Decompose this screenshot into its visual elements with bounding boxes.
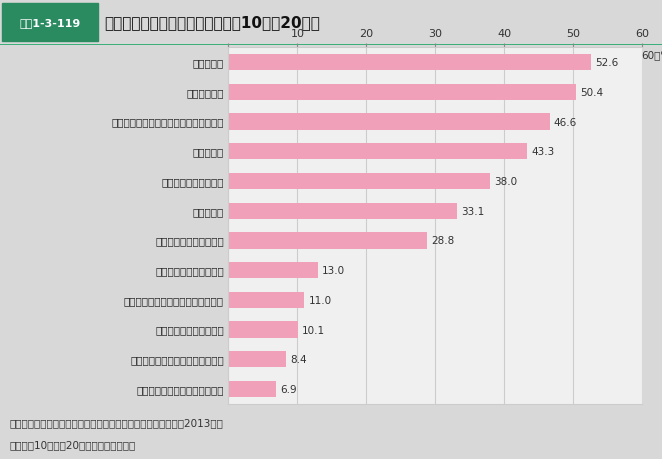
Text: 楽しく遊べる場所が多い: 楽しく遊べる場所が多い (155, 266, 224, 275)
Text: 43.3: 43.3 (531, 147, 554, 157)
Text: （注）　10代及び20代を対象とした調査: （注） 10代及び20代を対象とした調査 (10, 439, 136, 449)
FancyBboxPatch shape (2, 4, 98, 42)
Text: 52.6: 52.6 (595, 58, 618, 68)
Text: 文化や芸術にふれる機会が多い: 文化や芸術にふれる機会が多い (136, 384, 224, 394)
Text: 生まれたところである: 生まれたところである (162, 177, 224, 186)
Text: 家族がいる: 家族がいる (193, 58, 224, 68)
Text: 友だちがいる: 友だちがいる (186, 88, 224, 98)
Bar (228, 203, 457, 219)
Text: 資料：内閣府「我が国と諸外国の若者の意識に関する調査」（2013年）: 資料：内閣府「我が国と諸外国の若者の意識に関する調査」（2013年） (10, 417, 224, 427)
Text: 地域の集まりや行事が盛んである: 地域の集まりや行事が盛んである (130, 354, 224, 364)
Text: 8.4: 8.4 (291, 354, 307, 364)
Text: 図表1-3-119: 図表1-3-119 (19, 18, 80, 28)
Text: 38.0: 38.0 (495, 177, 518, 186)
Text: 愛着がある: 愛着がある (193, 147, 224, 157)
Bar (228, 351, 286, 368)
Text: 60（%）: 60（%） (641, 50, 662, 60)
Bar (228, 174, 491, 190)
Text: 46.6: 46.6 (554, 118, 577, 127)
Bar (228, 233, 427, 249)
Text: 13.0: 13.0 (322, 266, 346, 275)
Bar (228, 292, 305, 308)
Text: 11.0: 11.0 (308, 295, 332, 305)
Bar (228, 322, 298, 338)
Text: 10.1: 10.1 (302, 325, 325, 335)
Bar (228, 381, 276, 397)
Text: 治安がよい: 治安がよい (193, 206, 224, 216)
Text: 33.1: 33.1 (461, 206, 484, 216)
Text: 今住んでいる地域が好きな理由（10代・20代）: 今住んでいる地域が好きな理由（10代・20代） (105, 16, 320, 30)
Bar (228, 114, 549, 130)
Text: 28.8: 28.8 (431, 236, 454, 246)
Text: 6.9: 6.9 (280, 384, 297, 394)
Bar (228, 84, 576, 101)
Text: 歴史や伝統が豊かである: 歴史や伝統が豊かである (155, 325, 224, 335)
Text: 通学、通勤、買物など生活が便利である: 通学、通勤、買物など生活が便利である (111, 118, 224, 127)
Text: 50.4: 50.4 (580, 88, 603, 98)
Bar (228, 144, 527, 160)
Text: 地域の人との付き合いが豊かである: 地域の人との付き合いが豊かである (124, 295, 224, 305)
Bar (228, 55, 591, 71)
Text: 自然環境に恵まれている: 自然環境に恵まれている (155, 236, 224, 246)
Bar (228, 263, 318, 279)
